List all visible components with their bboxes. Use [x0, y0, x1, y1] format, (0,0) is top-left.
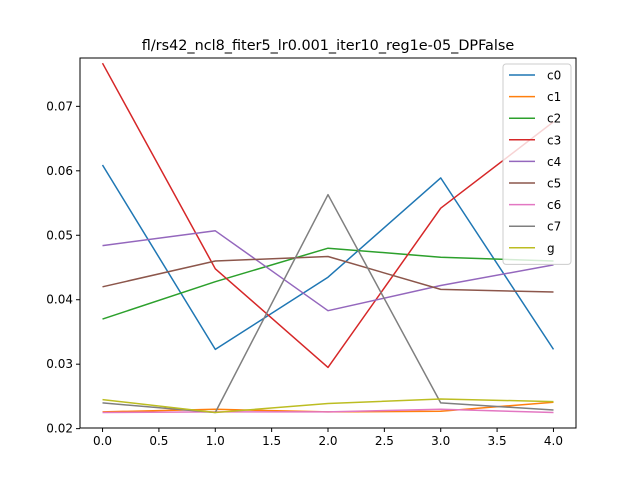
- legend-label-c3: c3: [547, 133, 561, 147]
- y-axis: 0.02 0.03 0.04 0.05 0.06 0.07: [46, 99, 80, 436]
- legend-label-c2: c2: [547, 112, 561, 126]
- series-line-c0: [101, 164, 555, 351]
- legend-label-c6: c6: [547, 198, 561, 212]
- y-tick-label: 0.05: [46, 228, 73, 242]
- y-tick-label: 0.02: [46, 422, 73, 436]
- legend-label-c5: c5: [547, 177, 561, 191]
- series-line-c5: [102, 255, 554, 293]
- x-tick-label: 3.0: [431, 434, 450, 448]
- y-tick-label: 0.03: [46, 357, 73, 371]
- y-tick-label: 0.07: [46, 99, 73, 113]
- legend-label-c4: c4: [547, 155, 561, 169]
- series-line-g: [102, 398, 554, 414]
- series-line-c4: [102, 230, 554, 312]
- x-tick-label: 2.0: [318, 434, 337, 448]
- x-tick-label: 0.5: [149, 434, 168, 448]
- legend-label-c1: c1: [547, 90, 561, 104]
- x-tick-label: 1.0: [206, 434, 225, 448]
- legend: c0 c1 c2 c3 c4 c5 c6 c7 g: [502, 63, 572, 265]
- x-tick-label: 1.5: [262, 434, 281, 448]
- legend-label-c7: c7: [547, 220, 561, 234]
- series-line-c2: [102, 247, 554, 320]
- legend-label-g: g: [547, 241, 555, 255]
- legend-box: [502, 63, 572, 265]
- chart-title: fl/rs42_ncl8_fiter5_lr0.001_iter10_reg1e…: [142, 38, 515, 54]
- x-tick-label: 4.0: [544, 434, 563, 448]
- x-tick-label: 3.5: [488, 434, 507, 448]
- series-line-c7: [102, 193, 554, 414]
- y-tick-label: 0.06: [46, 164, 73, 178]
- x-tick-label: 2.5: [375, 434, 394, 448]
- y-tick-label: 0.04: [46, 293, 73, 307]
- series-layer: [101, 62, 555, 414]
- x-axis: 0.0 0.5 1.0 1.5 2.0 2.5 3.0 3.5 4.0: [93, 428, 563, 448]
- legend-label-c0: c0: [547, 69, 561, 83]
- series-line-c6: [102, 408, 554, 414]
- series-line-c3: [101, 62, 554, 369]
- x-tick-label: 0.0: [93, 434, 112, 448]
